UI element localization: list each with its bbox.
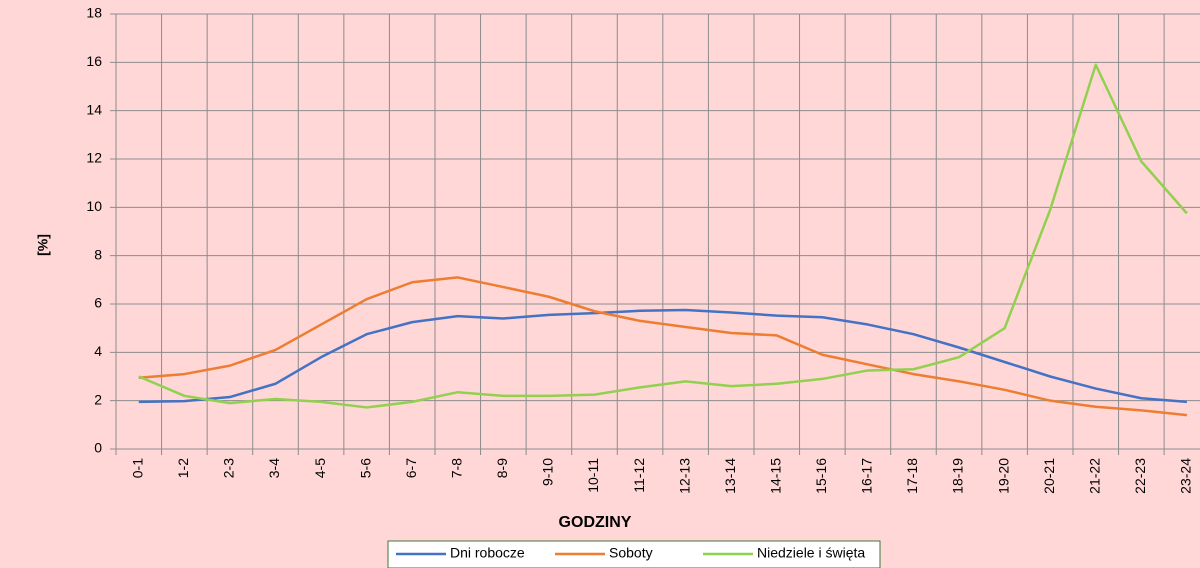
series-line <box>138 63 1188 409</box>
x-tick-label: 2-3 <box>221 458 237 478</box>
x-tick-label: 6-7 <box>403 458 419 478</box>
x-tick-label: 17-18 <box>904 458 920 494</box>
legend-label: Dni robocze <box>450 545 525 561</box>
y-tick-label: 4 <box>94 343 102 359</box>
y-tick-label: 10 <box>86 198 102 214</box>
y-tick-label: 6 <box>94 295 102 311</box>
x-tick-label: 7-8 <box>448 458 464 478</box>
y-axis-label: [%] <box>35 234 51 256</box>
legend-label: Soboty <box>609 545 653 561</box>
y-tick-label: 18 <box>86 5 102 21</box>
x-tick-label: 15-16 <box>813 458 829 494</box>
y-tick-label: 8 <box>94 246 102 262</box>
x-tick-label: 4-5 <box>312 458 328 478</box>
series-line <box>138 308 1187 404</box>
x-tick-label: 23-24 <box>1178 458 1194 494</box>
x-tick-label: 1-2 <box>175 458 191 478</box>
legend-label: Niedziele i święta <box>757 545 865 561</box>
x-tick-label: 14-15 <box>767 458 783 494</box>
x-tick-label: 5-6 <box>357 458 373 478</box>
x-tick-label: 19-20 <box>995 458 1011 494</box>
x-tick-label: 16-17 <box>859 458 875 494</box>
y-tick-label: 0 <box>94 440 102 456</box>
y-tick-label: 16 <box>86 53 102 69</box>
x-axis-label: GODZINY <box>559 514 632 531</box>
series-line <box>138 276 1188 417</box>
x-tick-label: 20-21 <box>1041 458 1057 494</box>
x-tick-label: 3-4 <box>266 458 282 478</box>
x-tick-label: 21-22 <box>1086 458 1102 494</box>
y-tick-label: 2 <box>94 391 102 407</box>
x-tick-label: 22-23 <box>1132 458 1148 494</box>
x-tick-label: 10-11 <box>585 458 601 493</box>
y-tick-label: 12 <box>86 150 102 166</box>
x-tick-label: 13-14 <box>722 458 738 494</box>
x-tick-label: 8-9 <box>494 458 510 478</box>
x-tick-label: 18-19 <box>950 458 966 494</box>
x-tick-label: 12-13 <box>676 458 692 494</box>
y-tick-label: 14 <box>86 101 102 117</box>
legend-box <box>387 540 881 568</box>
x-tick-label: 0-1 <box>129 458 145 478</box>
x-tick-label: 11-12 <box>631 458 647 493</box>
x-tick-label: 9-10 <box>540 458 556 486</box>
